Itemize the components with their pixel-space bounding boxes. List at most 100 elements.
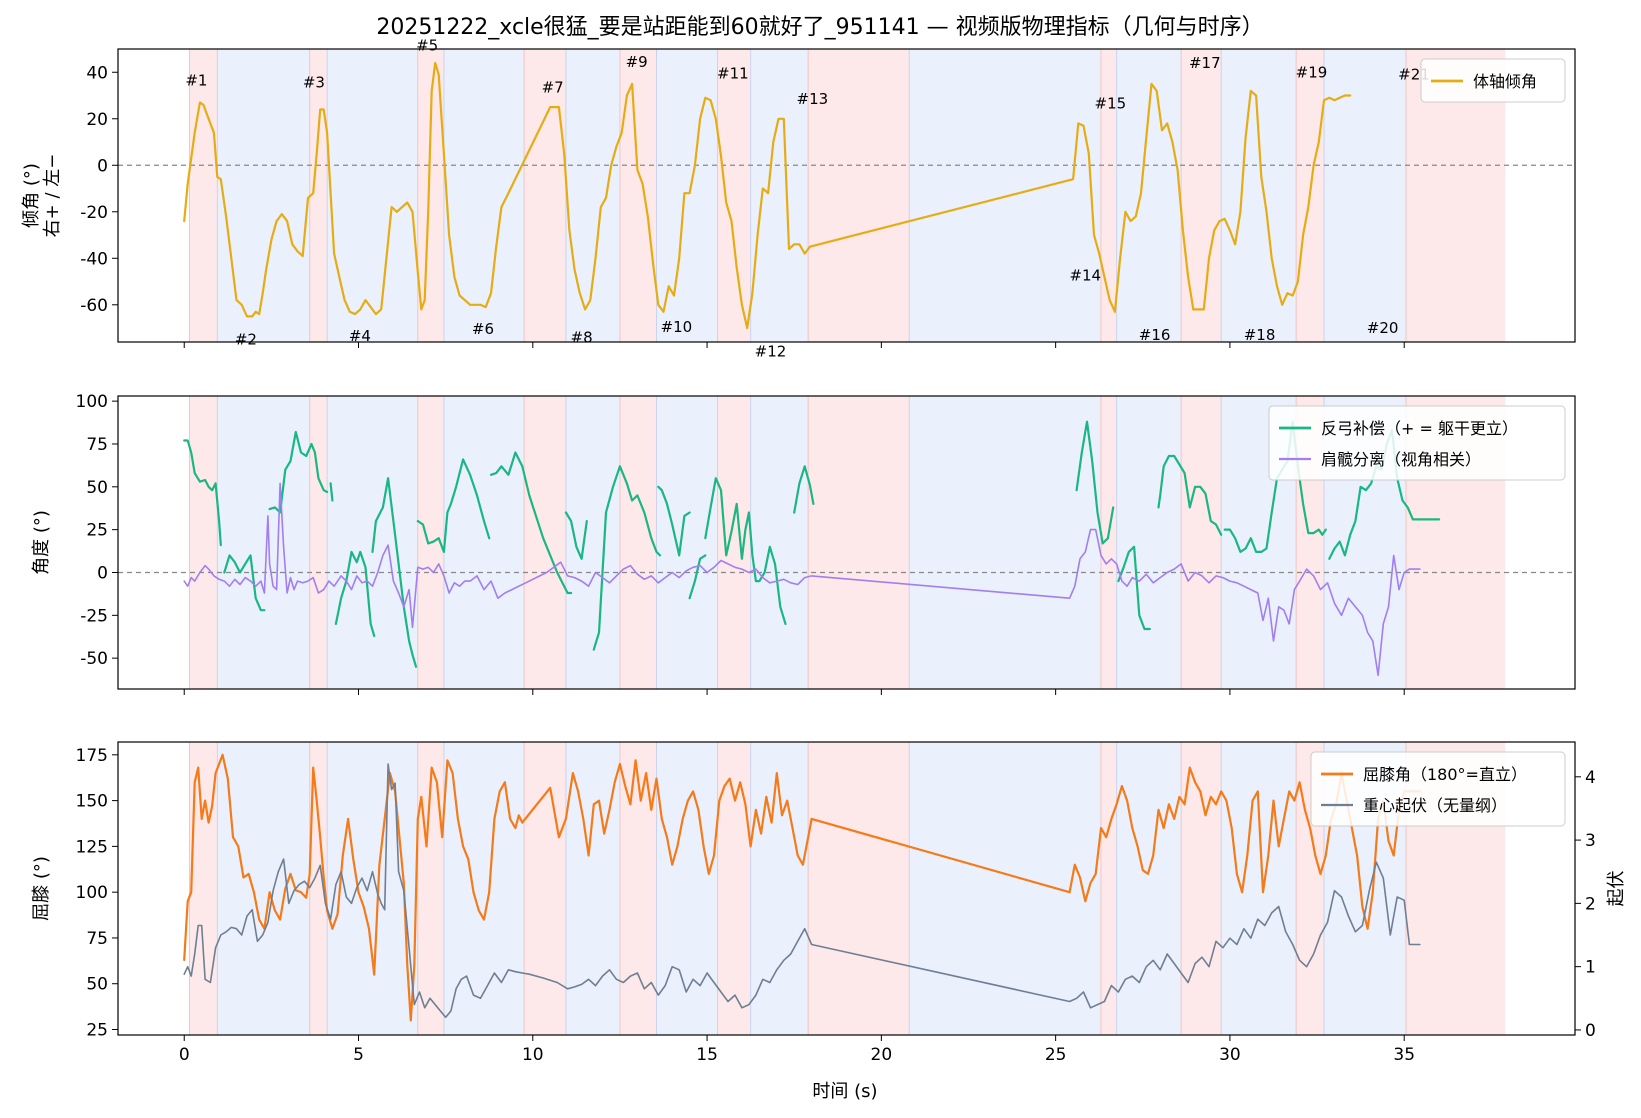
legend-label: 肩髋分离（视角相关）: [1321, 450, 1481, 469]
legend-label: 屈膝角（180°=直立）: [1363, 765, 1527, 784]
x-tick-label: 35: [1393, 1045, 1415, 1065]
x-tick-label: 10: [522, 1045, 544, 1065]
peak-label: #20: [1367, 319, 1399, 337]
x-tick-label: 30: [1219, 1045, 1241, 1065]
y2-tick-label: 1: [1585, 958, 1596, 978]
y2-tick-label: 0: [1585, 1021, 1596, 1041]
peak-label: #4: [349, 327, 371, 345]
peak-label: #3: [303, 74, 325, 92]
phase-band-red: [1100, 49, 1117, 342]
phase-band-red: [619, 396, 657, 689]
phase-band-blue: [1221, 49, 1297, 342]
peak-label: #9: [626, 53, 648, 71]
phase-band-blue: [565, 49, 620, 342]
y-tick-label: 50: [86, 975, 108, 995]
phase-band-blue: [1116, 396, 1182, 689]
chart-title: 20251222_xcle很猛_要是站距能到60就好了_951141 — 视频版…: [376, 15, 1263, 40]
phase-band-blue: [1221, 742, 1297, 1035]
phase-band-red: [717, 742, 751, 1035]
phase-band-blue: [1324, 49, 1406, 342]
peak-label: #11: [717, 64, 749, 82]
peak-label: #2: [235, 331, 257, 349]
phase-band-blue: [1116, 742, 1182, 1035]
phase-band-blue: [443, 49, 525, 342]
phase-band-blue: [750, 396, 809, 689]
y-tick-label: -40: [80, 249, 108, 269]
legend-label: 体轴倾角: [1473, 72, 1537, 91]
peak-label: #15: [1095, 95, 1127, 113]
y-tick-label: 0: [97, 563, 108, 583]
phase-band-red: [808, 742, 910, 1035]
x-tick-label: 15: [696, 1045, 718, 1065]
x-tick-label: 20: [871, 1045, 893, 1065]
y-tick-label: 125: [76, 837, 108, 857]
y2-tick-label: 2: [1585, 894, 1596, 914]
peak-label: #13: [797, 90, 829, 108]
x-tick-label: 0: [179, 1045, 190, 1065]
y-tick-label: -60: [80, 296, 108, 316]
y-axis-title: 倾角 (°): [21, 163, 42, 228]
y-tick-label: 50: [86, 478, 108, 498]
phase-band-red: [808, 396, 910, 689]
peak-label: #12: [755, 342, 787, 360]
y-tick-label: 100: [76, 392, 108, 412]
phase-band-blue: [909, 742, 1101, 1035]
panel-3: 0 5 10 15 20 25 30 35 25 50 75 100 125 150 175 屈膝 (°) 0 1…: [31, 741, 1627, 1065]
series-line-2: [183, 763, 1421, 1019]
phase-band-red: [717, 396, 751, 689]
peak-label: #10: [661, 318, 693, 336]
peak-label: #7: [542, 78, 564, 96]
phase-band-blue: [656, 742, 718, 1035]
y-tick-label: 75: [86, 435, 108, 455]
y-tick-label: -20: [80, 203, 108, 223]
series-group: [183, 753, 1421, 1022]
y-tick-label: 100: [76, 883, 108, 903]
x-tick-label: 5: [353, 1045, 364, 1065]
phase-band-blue: [217, 49, 310, 342]
series-line-1: [183, 753, 1421, 1022]
phase-band-red: [619, 49, 657, 342]
phase-band-blue: [750, 49, 809, 342]
y-tick-label: 0: [97, 156, 108, 176]
y2-axis-title: 起伏: [1606, 871, 1627, 907]
phase-band-red: [1100, 396, 1117, 689]
y-tick-label: 150: [76, 792, 108, 812]
legend-label: 反弓补偿（+ = 躯干更立）: [1321, 419, 1518, 438]
legend-box: [1310, 751, 1566, 827]
legend: 反弓补偿（+ = 躯干更立） 肩髋分离（视角相关）: [1268, 405, 1566, 481]
panel-2: -50 -25 0 25 50 75 100 角度 (°) 反弓补偿（+ = 躯干更立） 肩髋分离…: [31, 392, 1576, 695]
phase-band-red: [189, 396, 218, 689]
y2-tick-label: 3: [1585, 831, 1596, 851]
y-tick-label: -50: [80, 649, 108, 669]
peak-label: #17: [1189, 54, 1221, 72]
phase-band-red: [309, 49, 328, 342]
y-axis-title: 右+ / 左−: [42, 154, 63, 238]
peak-label: #18: [1244, 326, 1276, 344]
peak-label: #14: [1069, 267, 1101, 285]
peak-label: #19: [1296, 63, 1328, 81]
y-axis-title: 角度 (°): [31, 510, 52, 575]
phase-band-red: [1181, 49, 1222, 342]
phase-band-blue: [443, 396, 525, 689]
panel-1: #1 #2 #3 #4 #5 #6 #7 #8 #9 #10 #11 #12 #13 #14 #15 #16 #…: [21, 37, 1576, 360]
peak-label: #5: [416, 37, 438, 55]
peak-label: #16: [1139, 326, 1171, 344]
peak-label: #8: [571, 328, 593, 346]
legend: 屈膝角（180°=直立） 重心起伏（无量纲）: [1310, 751, 1566, 827]
phase-band-blue: [656, 396, 718, 689]
phase-band-red: [309, 742, 328, 1035]
phase-band-red: [717, 49, 751, 342]
series-line-1: [183, 61, 1352, 330]
phase-band-blue: [217, 396, 310, 689]
series-group: [183, 61, 1352, 330]
phase-band-red: [808, 49, 910, 342]
x-tick-label: 25: [1045, 1045, 1067, 1065]
series-line-2: [183, 482, 1421, 677]
y-tick-label: 25: [86, 521, 108, 541]
legend-label: 重心起伏（无量纲）: [1363, 796, 1507, 815]
y-tick-label: 20: [86, 110, 108, 130]
x-axis-title: 时间 (s): [812, 1081, 877, 1102]
y-tick-label: 175: [76, 746, 108, 766]
